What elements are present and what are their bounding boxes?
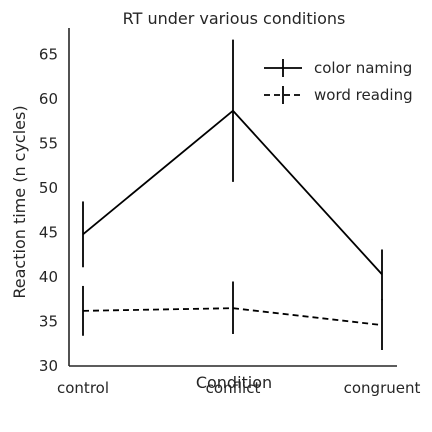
legend-label: word reading	[314, 86, 413, 104]
y-tick-label: 55	[39, 135, 58, 153]
legend-label: color naming	[314, 59, 412, 77]
y-tick-label: 30	[39, 357, 58, 375]
x-tick-label: control	[57, 379, 109, 397]
y-tick-label: 65	[39, 46, 58, 64]
y-tick-label: 45	[39, 224, 58, 242]
y-tick-label: 40	[39, 268, 58, 286]
x-tick-label: conflict	[206, 379, 261, 397]
x-tick-label: congruent	[344, 379, 421, 397]
legend: color naming word reading	[264, 59, 413, 104]
y-tick-label: 50	[39, 179, 58, 197]
y-axis-label: Reaction time (n cycles)	[10, 105, 29, 298]
y-tick-label: 60	[39, 90, 58, 108]
x-axis-label: Condition	[196, 373, 272, 392]
y-tick-label: 35	[39, 313, 58, 331]
chart-title: RT under various conditions	[123, 9, 346, 28]
